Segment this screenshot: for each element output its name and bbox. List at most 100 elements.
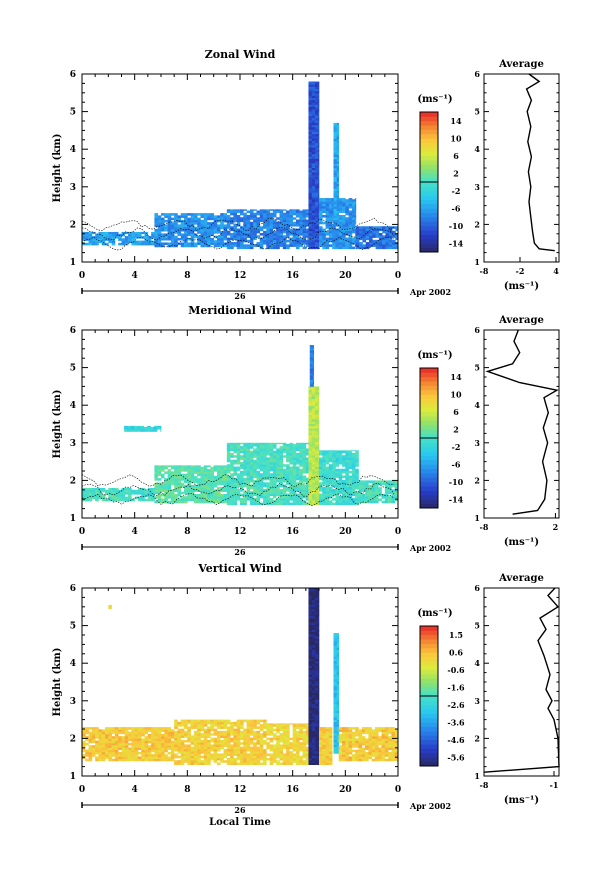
data-cell <box>233 730 238 734</box>
data-cell <box>311 115 316 119</box>
data-cell <box>311 500 316 503</box>
data-cell <box>108 754 112 757</box>
data-cell <box>311 432 316 436</box>
data-cell <box>318 498 320 501</box>
data-cell <box>308 185 313 189</box>
data-cell <box>279 221 284 225</box>
data-cell <box>101 754 106 757</box>
data-cell <box>286 755 290 759</box>
data-cell <box>348 219 353 223</box>
data-cell <box>253 751 257 754</box>
data-cell <box>91 754 96 757</box>
data-cell <box>333 201 338 205</box>
data-cell <box>311 215 316 218</box>
data-cell <box>226 721 231 725</box>
data-cell <box>88 740 93 744</box>
data-cell <box>184 478 188 481</box>
data-cell <box>240 730 244 734</box>
data-cell <box>263 730 267 734</box>
data-cell <box>154 471 159 474</box>
data-cell <box>318 86 320 89</box>
data-cell <box>365 480 369 483</box>
data-cell <box>246 491 251 494</box>
data-cell <box>382 242 386 245</box>
data-cell <box>302 475 307 479</box>
data-cell <box>272 246 277 250</box>
data-cell <box>249 212 254 216</box>
data-cell <box>276 442 280 445</box>
contour-line <box>81 227 395 241</box>
data-cell <box>230 475 234 479</box>
data-cell <box>88 758 93 762</box>
data-cell <box>263 735 267 738</box>
data-cell <box>233 442 238 445</box>
data-cell <box>282 760 287 763</box>
data-cell <box>381 480 386 483</box>
data-cell <box>308 690 313 693</box>
colorbar-segment <box>420 477 438 483</box>
data-cell <box>101 489 106 493</box>
data-cell <box>233 217 238 220</box>
data-cell <box>223 751 228 754</box>
data-cell <box>233 502 238 506</box>
data-cell <box>311 174 316 177</box>
data-cell <box>256 450 261 454</box>
data-cell <box>246 721 251 725</box>
data-cell <box>302 457 307 461</box>
data-cell <box>279 230 284 234</box>
data-cell <box>161 727 165 730</box>
data-cell <box>338 498 343 501</box>
data-cell <box>272 486 277 490</box>
data-cell <box>246 457 251 461</box>
data-cell <box>157 729 162 732</box>
data-cell <box>295 723 300 725</box>
data-cell <box>328 486 333 490</box>
data-cell <box>249 233 254 236</box>
data-cell <box>207 475 211 479</box>
data-cell <box>114 496 119 500</box>
data-cell <box>318 450 320 454</box>
data-cell <box>167 219 172 223</box>
data-cell <box>295 477 300 481</box>
data-cell <box>311 477 316 481</box>
data-cell <box>249 246 254 250</box>
data-cell <box>190 471 195 474</box>
data-cell <box>144 233 149 237</box>
data-cell <box>311 172 316 175</box>
data-cell <box>305 464 309 467</box>
data-cell <box>292 484 297 488</box>
data-cell <box>223 753 228 756</box>
data-cell <box>153 425 158 428</box>
average-x-tick-label: -2 <box>516 266 525 276</box>
data-cell <box>315 491 319 494</box>
data-cell <box>114 751 119 755</box>
data-cell <box>213 733 218 736</box>
data-cell <box>223 244 228 248</box>
data-cell <box>184 760 188 763</box>
data-cell <box>311 131 316 135</box>
data-cell <box>161 493 165 497</box>
data-cell <box>313 366 315 369</box>
data-cell <box>177 755 182 759</box>
data-cell <box>322 242 326 245</box>
data-cell <box>147 745 152 748</box>
data-cell <box>266 224 270 227</box>
data-cell <box>318 419 320 422</box>
data-cell <box>272 502 277 506</box>
data-cell <box>170 736 175 739</box>
data-cell <box>105 727 109 730</box>
data-cell <box>223 737 228 741</box>
data-cell <box>308 217 313 220</box>
data-cell <box>276 450 280 454</box>
data-cell <box>308 742 313 745</box>
data-cell <box>230 209 234 211</box>
data-cell <box>246 244 251 247</box>
data-cell <box>190 751 195 754</box>
data-cell <box>318 237 320 241</box>
data-cell <box>164 758 168 762</box>
data-cell <box>141 494 145 497</box>
data-cell <box>289 746 293 750</box>
data-cell <box>131 240 135 244</box>
data-cell <box>342 221 346 225</box>
data-cell <box>299 484 303 488</box>
